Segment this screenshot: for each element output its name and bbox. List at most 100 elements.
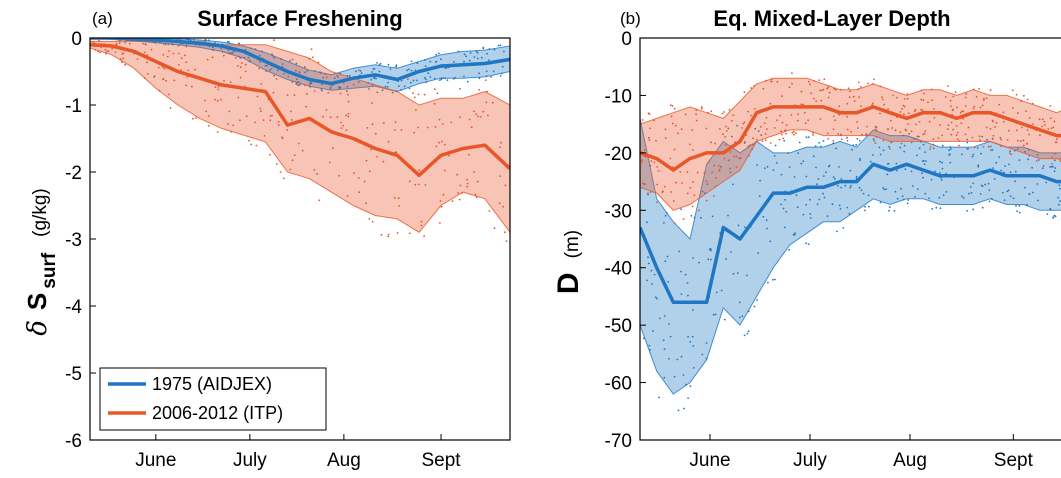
scatter-point — [896, 96, 898, 99]
scatter-point — [741, 127, 743, 129]
scatter-point — [750, 87, 753, 89]
scatter-point — [879, 112, 881, 115]
scatter-point — [978, 135, 981, 138]
scatter-point — [435, 145, 438, 148]
svg-text:δ S surf: δ S surf (g/kg) — [22, 188, 60, 335]
scatter-point — [899, 111, 902, 113]
scatter-point — [115, 42, 118, 45]
scatter-point — [815, 100, 818, 103]
scatter-point — [733, 155, 736, 158]
scatter-point — [412, 92, 414, 94]
scatter-point — [1058, 184, 1061, 187]
scatter-point — [742, 122, 745, 125]
scatter-point — [882, 149, 885, 152]
scatter-point — [852, 95, 855, 98]
scatter-point — [802, 213, 805, 216]
scatter-point — [756, 299, 758, 301]
scatter-point — [807, 243, 810, 246]
scatter-point — [466, 178, 469, 181]
scatter-point — [837, 184, 839, 187]
scatter-point — [347, 100, 350, 103]
scatter-point — [893, 210, 896, 212]
scatter-point — [501, 72, 503, 75]
scatter-point — [935, 206, 938, 209]
scatter-point — [805, 136, 808, 139]
panel-b-ylabel-var: D — [552, 272, 585, 294]
scatter-point — [124, 41, 126, 44]
scatter-point — [709, 248, 712, 250]
scatter-point — [966, 210, 969, 212]
scatter-point — [783, 139, 786, 142]
scatter-point — [438, 52, 440, 55]
scatter-point — [144, 43, 147, 45]
scatter-point — [669, 157, 672, 160]
scatter-point — [309, 85, 311, 88]
scatter-point — [693, 194, 696, 197]
scatter-point — [827, 138, 830, 140]
scatter-point — [906, 97, 909, 100]
scatter-point — [753, 85, 756, 87]
scatter-point — [333, 77, 336, 80]
scatter-point — [924, 192, 927, 195]
series-band-1 — [90, 40, 510, 234]
scatter-point — [673, 222, 676, 225]
scatter-point — [237, 42, 240, 45]
scatter-point — [408, 232, 411, 235]
scatter-point — [327, 92, 330, 94]
scatter-point — [858, 139, 861, 142]
scatter-point — [413, 131, 416, 134]
scatter-point — [794, 232, 796, 235]
scatter-point — [965, 92, 968, 95]
scatter-point — [277, 120, 280, 123]
scatter-point — [933, 117, 936, 119]
scatter-point — [185, 45, 188, 48]
scatter-point — [485, 70, 488, 73]
scatter-point — [950, 121, 953, 124]
scatter-point — [998, 103, 1001, 106]
scatter-point — [339, 92, 342, 95]
scatter-point — [353, 172, 355, 175]
scatter-point — [823, 78, 826, 80]
scatter-point — [424, 76, 426, 79]
scatter-point — [425, 78, 427, 81]
scatter-point — [248, 139, 250, 142]
scatter-point — [921, 172, 923, 175]
scatter-point — [426, 126, 429, 129]
scatter-point — [956, 106, 958, 109]
scatter-point — [193, 38, 195, 41]
scatter-point — [840, 138, 843, 141]
scatter-point — [433, 102, 436, 105]
scatter-point — [1052, 126, 1055, 129]
scatter-point — [451, 200, 454, 203]
scatter-point — [438, 141, 441, 144]
scatter-point — [812, 132, 814, 134]
scatter-point — [400, 79, 403, 82]
scatter-point — [920, 98, 923, 101]
scatter-point — [425, 81, 428, 84]
scatter-point — [983, 99, 985, 101]
scatter-point — [250, 47, 252, 49]
scatter-point — [337, 76, 339, 78]
scatter-point — [230, 131, 233, 133]
legend-label: 2006-2012 (ITP) — [152, 403, 283, 423]
scatter-point — [664, 214, 667, 217]
scatter-point — [324, 73, 327, 76]
scatter-point — [930, 178, 933, 181]
scatter-point — [269, 69, 271, 72]
scatter-point — [396, 232, 399, 234]
scatter-point — [478, 77, 481, 80]
scatter-point — [420, 224, 423, 227]
scatter-point — [648, 139, 651, 142]
scatter-point — [212, 49, 215, 51]
scatter-point — [128, 42, 131, 45]
scatter-point — [689, 385, 692, 387]
scatter-point — [805, 203, 808, 206]
scatter-point — [773, 155, 776, 157]
scatter-point — [818, 89, 821, 92]
scatter-point — [795, 132, 797, 135]
scatter-point — [371, 71, 373, 73]
scatter-point — [827, 96, 830, 99]
scatter-point — [663, 348, 666, 350]
scatter-point — [856, 138, 859, 140]
scatter-point — [950, 148, 952, 150]
